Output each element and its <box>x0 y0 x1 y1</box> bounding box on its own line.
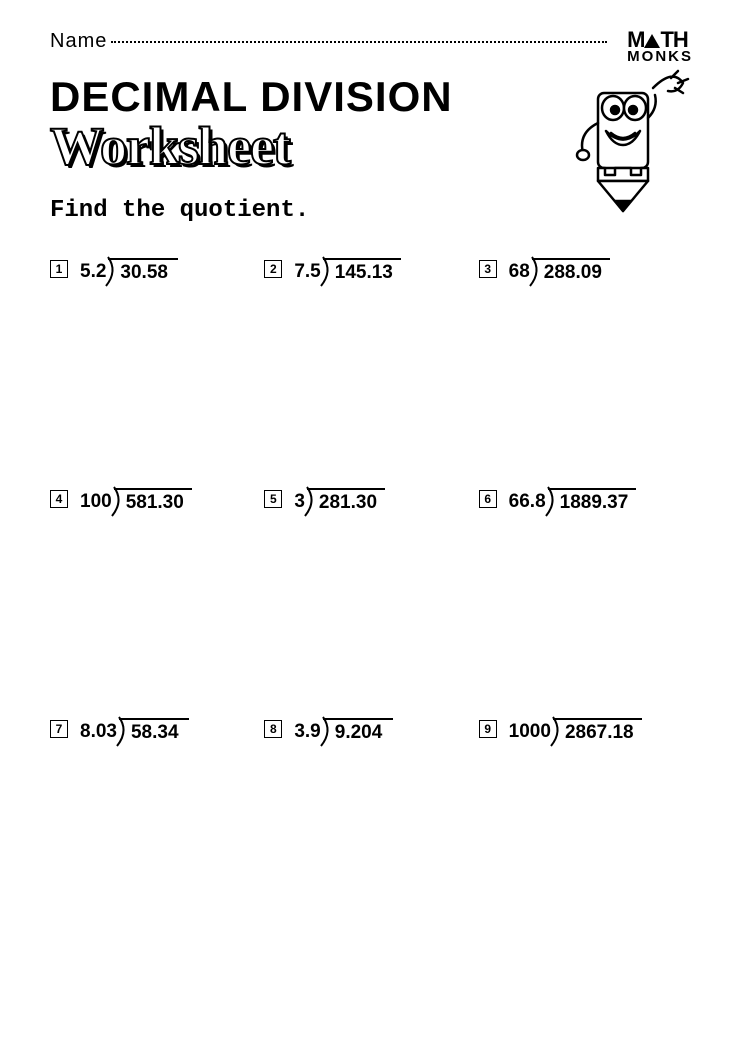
divisor: 1000 <box>509 721 553 743</box>
problem-3: 3 68 288.09 <box>479 254 693 484</box>
pencil-mascot-icon <box>543 53 693 213</box>
problem-4: 4 100 581.30 <box>50 484 264 714</box>
divisor: 8.03 <box>80 721 119 743</box>
long-division: 3 281.30 <box>294 488 385 516</box>
problem-2: 2 7.5 145.13 <box>264 254 478 484</box>
problem-1: 1 5.2 30.58 <box>50 254 264 484</box>
division-bracket-icon <box>530 257 544 287</box>
divisor: 66.8 <box>509 491 548 513</box>
title-block: DECIMAL DIVISION Worksheet <box>50 73 693 177</box>
division-bracket-icon <box>305 487 319 517</box>
long-division: 100 581.30 <box>80 488 192 516</box>
divisor: 68 <box>509 261 532 283</box>
problem-number: 4 <box>50 490 68 508</box>
name-field[interactable]: Name <box>50 30 607 53</box>
problem-number: 1 <box>50 260 68 278</box>
long-division: 66.8 1889.37 <box>509 488 637 516</box>
problem-number: 3 <box>479 260 497 278</box>
division-bracket-icon <box>546 487 560 517</box>
divisor: 5.2 <box>80 261 108 283</box>
problem-8: 8 3.9 9.204 <box>264 714 478 944</box>
long-division: 8.03 58.34 <box>80 718 189 746</box>
long-division: 5.2 30.58 <box>80 258 178 286</box>
problem-number: 2 <box>264 260 282 278</box>
long-division: 68 288.09 <box>509 258 610 286</box>
problem-number: 6 <box>479 490 497 508</box>
name-label: Name <box>50 30 107 53</box>
divisor: 3.9 <box>294 721 322 743</box>
long-division: 3.9 9.204 <box>294 718 392 746</box>
name-input-line[interactable] <box>111 41 607 43</box>
dividend: 1889.37 <box>548 488 637 516</box>
problem-number: 8 <box>264 720 282 738</box>
long-division: 1000 2867.18 <box>509 718 642 746</box>
long-division: 7.5 145.13 <box>294 258 401 286</box>
dividend: 2867.18 <box>553 718 642 746</box>
division-bracket-icon <box>321 717 335 747</box>
divisor: 7.5 <box>294 261 322 283</box>
division-bracket-icon <box>551 717 565 747</box>
divisor: 100 <box>80 491 114 513</box>
problem-number: 7 <box>50 720 68 738</box>
problem-6: 6 66.8 1889.37 <box>479 484 693 714</box>
problem-7: 7 8.03 58.34 <box>50 714 264 944</box>
problems-grid: 1 5.2 30.58 2 7.5 145.13 3 68 288.09 <box>50 254 693 944</box>
problem-9: 9 1000 2867.18 <box>479 714 693 944</box>
division-bracket-icon <box>112 487 126 517</box>
division-bracket-icon <box>321 257 335 287</box>
problem-number: 9 <box>479 720 497 738</box>
problem-5: 5 3 281.30 <box>264 484 478 714</box>
problem-number: 5 <box>264 490 282 508</box>
division-bracket-icon <box>117 717 131 747</box>
logo-triangle-icon <box>644 34 660 48</box>
division-bracket-icon <box>106 257 120 287</box>
